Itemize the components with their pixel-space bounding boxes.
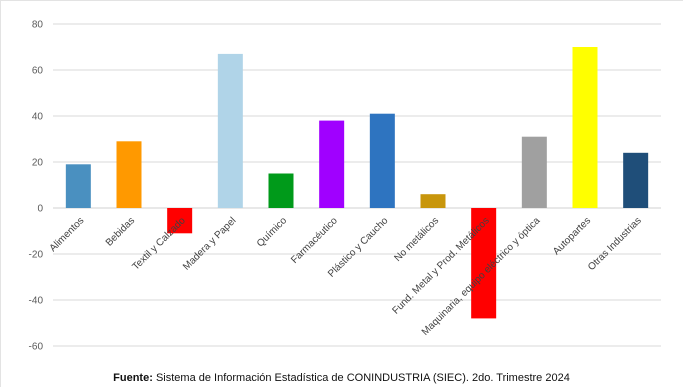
category-label: Textil y Calzado [130, 215, 188, 273]
bar [116, 141, 142, 208]
bar [623, 152, 649, 208]
y-tick-label: 0 [37, 204, 43, 215]
bar [521, 136, 547, 208]
source-label: Fuente: [113, 372, 153, 384]
bar [572, 47, 598, 208]
source-note: Fuente: Sistema de Información Estadísti… [0, 372, 683, 384]
y-axis-ticks: -60 -40 -20 0 20 40 60 80 [29, 20, 44, 353]
bar [167, 208, 193, 234]
category-label: Otras Industrias [586, 215, 644, 273]
y-tick-label: 20 [32, 158, 44, 169]
y-tick-label: 40 [32, 112, 44, 123]
category-label: Autopartes [551, 215, 593, 257]
y-tick-label: -40 [29, 296, 44, 307]
bar [268, 173, 294, 208]
bar [217, 53, 243, 209]
category-label: Farmacéutico [289, 215, 340, 266]
bar [369, 113, 395, 208]
category-label: No metálicos [392, 215, 441, 264]
grid-layer [53, 23, 661, 347]
bar [65, 164, 91, 208]
y-tick-label: 60 [32, 66, 44, 77]
y-tick-label: 80 [32, 20, 44, 31]
bar [319, 120, 345, 208]
bars [65, 47, 649, 319]
y-tick-label: -60 [29, 342, 44, 353]
y-tick-label: -20 [29, 250, 44, 261]
category-label: Químico [255, 215, 289, 249]
source-text: Sistema de Información Estadística de CO… [152, 372, 570, 384]
bar-chart: -60 -40 -20 0 20 40 60 80 Alimentos BebidasTexti… [29, 20, 661, 353]
bar [420, 194, 446, 208]
category-label: Alimentos [48, 215, 87, 254]
category-label: Bebidas [104, 215, 137, 248]
bar [471, 208, 497, 319]
